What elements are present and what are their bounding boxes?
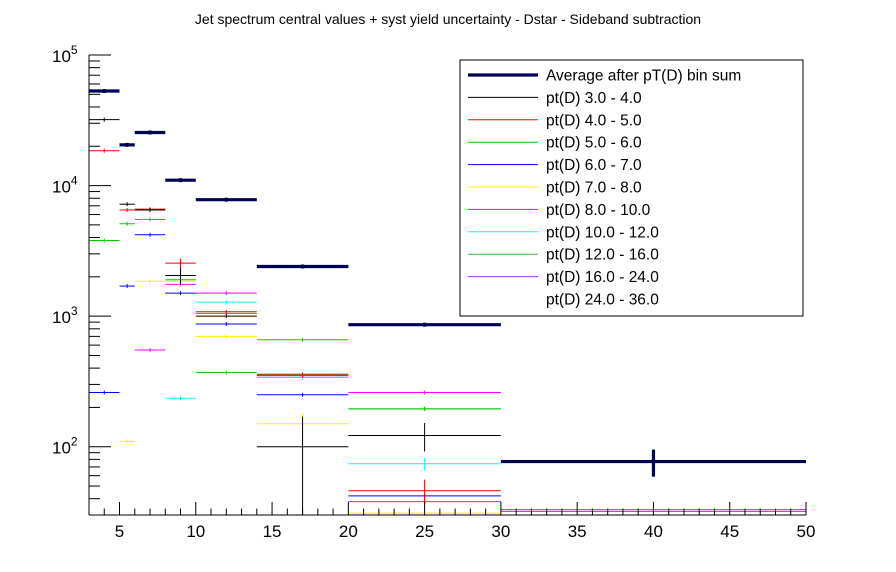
- series-9: [257, 375, 806, 513]
- series-3: [89, 217, 501, 410]
- series-4: [89, 233, 501, 498]
- series-1: [89, 118, 501, 515]
- x-tick-label: 40: [644, 522, 663, 541]
- x-tick-label: 30: [491, 522, 510, 541]
- x-tick-label: 35: [568, 522, 587, 541]
- legend-label: pt(D) 3.0 - 4.0: [546, 90, 642, 107]
- x-tick-label: 10: [186, 522, 205, 541]
- series-2: [89, 149, 501, 505]
- legend-label: Average after pT(D) bin sum: [546, 68, 741, 85]
- legend-label: pt(D) 6.0 - 7.0: [546, 157, 642, 174]
- series-5: [120, 279, 501, 515]
- x-tick-label: 5: [115, 522, 124, 541]
- legend: Average after pT(D) bin sum pt(D) 3.0 - 4…: [460, 60, 803, 316]
- chart-title: Jet spectrum central values + syst yield…: [195, 11, 701, 27]
- x-tick-label: 15: [263, 522, 282, 541]
- legend-label: pt(D) 7.0 - 8.0: [546, 180, 642, 197]
- y-tick-label: 102: [52, 435, 78, 458]
- legend-label: pt(D) 24.0 - 36.0: [546, 292, 659, 309]
- legend-label: pt(D) 4.0 - 5.0: [546, 112, 642, 129]
- y-tick-label: 103: [52, 304, 78, 327]
- series-6: [135, 282, 806, 511]
- legend-label: pt(D) 16.0 - 24.0: [546, 269, 659, 286]
- x-tick-label: 50: [797, 522, 816, 541]
- legend-label: pt(D) 12.0 - 16.0: [546, 247, 659, 264]
- series-8: [196, 371, 501, 411]
- x-tick-label: 25: [415, 522, 434, 541]
- y-tick-label: 104: [52, 174, 78, 197]
- x-tick-label: 20: [339, 522, 358, 541]
- legend-label: pt(D) 5.0 - 6.0: [546, 135, 642, 152]
- legend-label: pt(D) 10.0 - 12.0: [546, 224, 659, 241]
- x-tick-label: 45: [720, 522, 739, 541]
- y-tick-label: 105: [52, 43, 78, 66]
- legend-label: pt(D) 8.0 - 10.0: [546, 202, 651, 219]
